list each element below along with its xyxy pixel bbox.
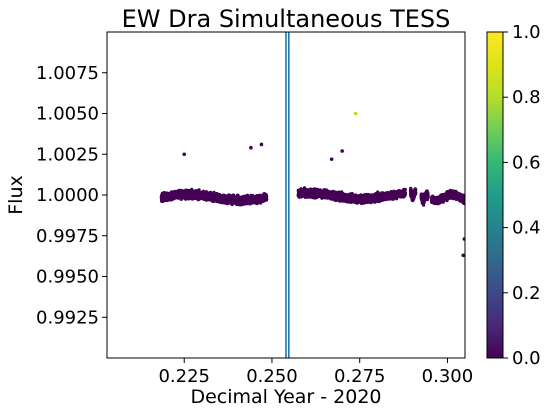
data-point	[193, 191, 197, 195]
data-point	[215, 199, 219, 203]
data-point	[161, 195, 166, 199]
data-point	[182, 192, 186, 196]
data-point	[168, 194, 172, 198]
data-point	[257, 199, 261, 203]
data-point	[232, 195, 236, 199]
data-point	[218, 194, 222, 198]
data-point	[239, 197, 243, 201]
data-point	[235, 193, 239, 197]
data-point	[227, 199, 231, 203]
data-point	[173, 191, 177, 195]
data-point	[198, 194, 202, 198]
data-point	[178, 195, 182, 200]
data-point	[222, 193, 226, 197]
chart-title: EW Dra Simultaneous TESS	[122, 5, 451, 33]
data-point	[259, 196, 263, 200]
data-point	[243, 197, 247, 201]
data-point	[241, 201, 245, 205]
data-point	[193, 193, 197, 197]
points	[159, 111, 465, 258]
data-point	[181, 196, 185, 200]
data-point	[197, 188, 201, 192]
data-point	[200, 192, 204, 197]
data-point	[174, 194, 178, 198]
data-point	[206, 194, 210, 198]
data-point	[215, 193, 219, 197]
data-point	[179, 188, 183, 192]
data-point	[170, 194, 174, 198]
data-point	[208, 190, 212, 194]
data-point	[258, 193, 262, 198]
data-point	[248, 197, 252, 201]
data-point	[219, 199, 223, 203]
data-point	[250, 193, 254, 198]
data-point	[350, 191, 354, 196]
data-point	[223, 199, 227, 203]
data-point	[230, 202, 235, 206]
data-point	[230, 198, 234, 202]
data-point	[202, 196, 206, 200]
data-point	[264, 197, 268, 201]
data-point	[160, 199, 164, 203]
data-point	[189, 192, 193, 197]
data-point	[185, 193, 189, 197]
data-point	[168, 197, 172, 201]
data-point	[244, 201, 248, 205]
data-point	[210, 197, 214, 201]
data-point	[248, 201, 252, 205]
data-point	[245, 193, 250, 197]
data-point	[194, 196, 198, 200]
data-point	[178, 193, 182, 197]
data-point	[235, 199, 239, 203]
data-point	[226, 196, 230, 200]
data-point	[229, 194, 233, 199]
